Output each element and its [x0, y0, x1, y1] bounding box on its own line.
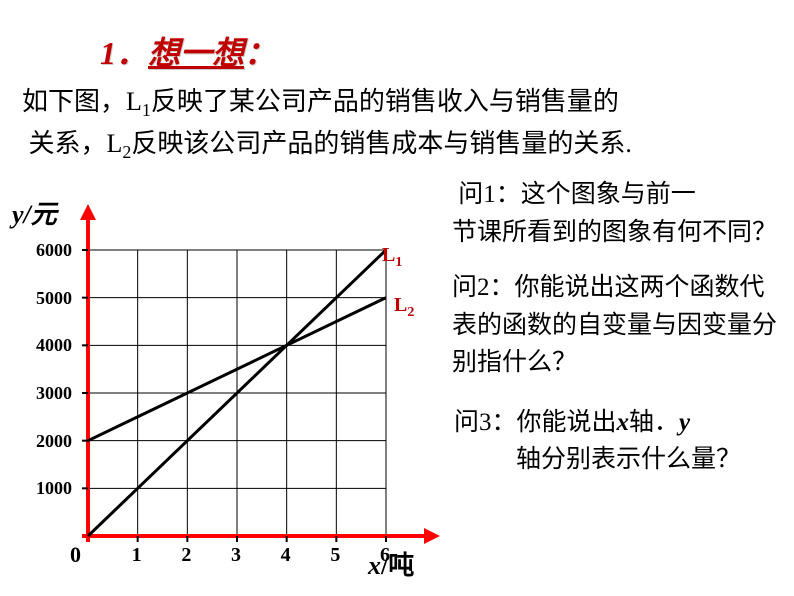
l1-prefix: L	[382, 244, 395, 266]
title-suffix: ：	[244, 35, 276, 71]
y-axis-var: y	[12, 200, 24, 229]
y-tick: 5000	[20, 288, 72, 309]
title-text: 想一想	[148, 35, 244, 71]
y-tick: 4000	[20, 335, 72, 356]
y-tick: 1000	[20, 478, 72, 499]
q2-text: 问2：你能说出这两个函数代表的函数的自变量与因变量分别指什么？	[452, 274, 777, 376]
title-prefix: 1．	[100, 35, 148, 71]
q1-line2: 节课所看到的图象有何不同？	[452, 219, 777, 246]
intro-p2: 反映了某公司产品的销售收入与销售量的	[151, 87, 619, 116]
line-l1-label: L1	[382, 244, 402, 271]
x-tick: 5	[330, 544, 340, 567]
x-axis-label: x/吨	[368, 545, 414, 582]
l1-sub: 1	[395, 255, 402, 270]
question-3: 问3：你能说出x轴．y 轴分别表示什么量？	[452, 404, 788, 479]
x-tick: 2	[181, 544, 191, 567]
q1-line1: 问1：这个图象与前一	[458, 181, 696, 208]
intro-s1: 1	[142, 100, 151, 120]
q3-c: 轴分别表示什么量？	[454, 441, 741, 479]
question-2: 问2：你能说出这两个函数代表的函数的自变量与因变量分别指什么？	[452, 269, 788, 382]
q3-y: y	[679, 409, 690, 436]
q3-x: x	[617, 409, 630, 436]
question-1: 问1：这个图象与前一 节课所看到的图象有何不同？	[452, 176, 788, 251]
x-tick: 3	[231, 544, 241, 567]
y-tick: 3000	[20, 383, 72, 404]
x-tick: 1	[132, 544, 142, 567]
l2-prefix: L	[394, 294, 407, 316]
origin-label: 0	[70, 542, 81, 568]
q3-a: 问3：你能说出	[454, 409, 617, 436]
q3-b: 轴．	[629, 409, 679, 436]
intro-text: 如下图，L1反映了某公司产品的销售收入与销售量的 关系，L2反映该公司产品的销售…	[22, 82, 772, 166]
section-title: 1．想一想：	[100, 28, 276, 74]
intro-p4: 反映该公司产品的销售成本与销售量的关系.	[131, 129, 632, 158]
y-tick: 6000	[20, 240, 72, 261]
chart-svg	[40, 200, 440, 570]
chart-area: y/元 x/吨 100020003000400050006000 123456 …	[12, 180, 448, 588]
x-tick: 4	[281, 544, 291, 567]
x-tick: 6	[380, 544, 390, 567]
intro-p1: 如下图，L	[22, 87, 142, 116]
l2-sub: 2	[407, 305, 414, 320]
intro-p3: 关系，L	[29, 129, 123, 158]
line-l2-label: L2	[394, 294, 414, 321]
questions-block: 问1：这个图象与前一 节课所看到的图象有何不同？ 问2：你能说出这两个函数代表的…	[452, 176, 788, 479]
y-tick: 2000	[20, 431, 72, 452]
